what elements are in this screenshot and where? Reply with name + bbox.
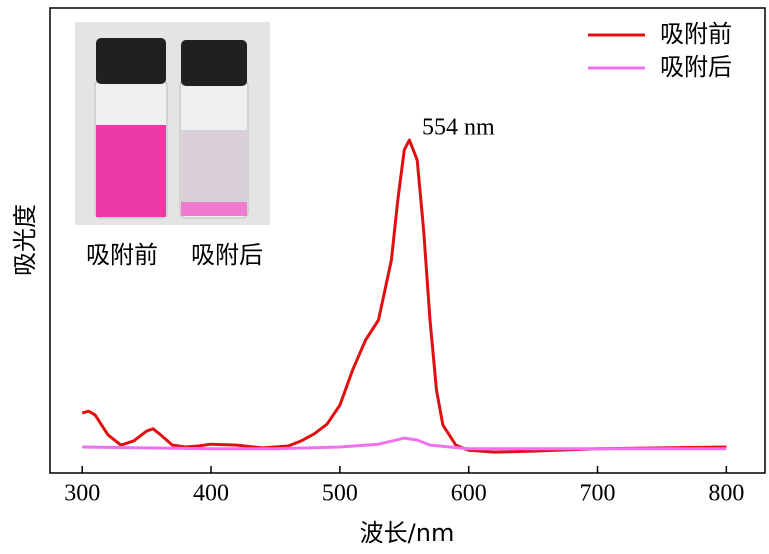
legend-label: 吸附后	[660, 53, 732, 81]
photo-label: 吸附后	[191, 241, 263, 269]
x-tick-label: 800	[708, 481, 744, 507]
annotation: 554 nm	[422, 115, 495, 141]
x-axis-label: 波长/nm	[360, 519, 455, 547]
x-tick-label: 300	[64, 481, 100, 507]
x-tick-label: 400	[193, 481, 229, 507]
line	[82, 436, 727, 451]
plot-frame	[49, 7, 766, 474]
photo-label: 吸附前	[86, 241, 158, 269]
legend-label: 吸附前	[660, 20, 732, 48]
x-tick-label: 500	[322, 481, 358, 507]
x-tick-label: 600	[451, 481, 487, 507]
x-tick-label: 700	[580, 481, 616, 507]
inset-photo	[75, 22, 270, 225]
line	[81, 138, 727, 454]
y-axis-label: 吸光度	[11, 204, 39, 276]
